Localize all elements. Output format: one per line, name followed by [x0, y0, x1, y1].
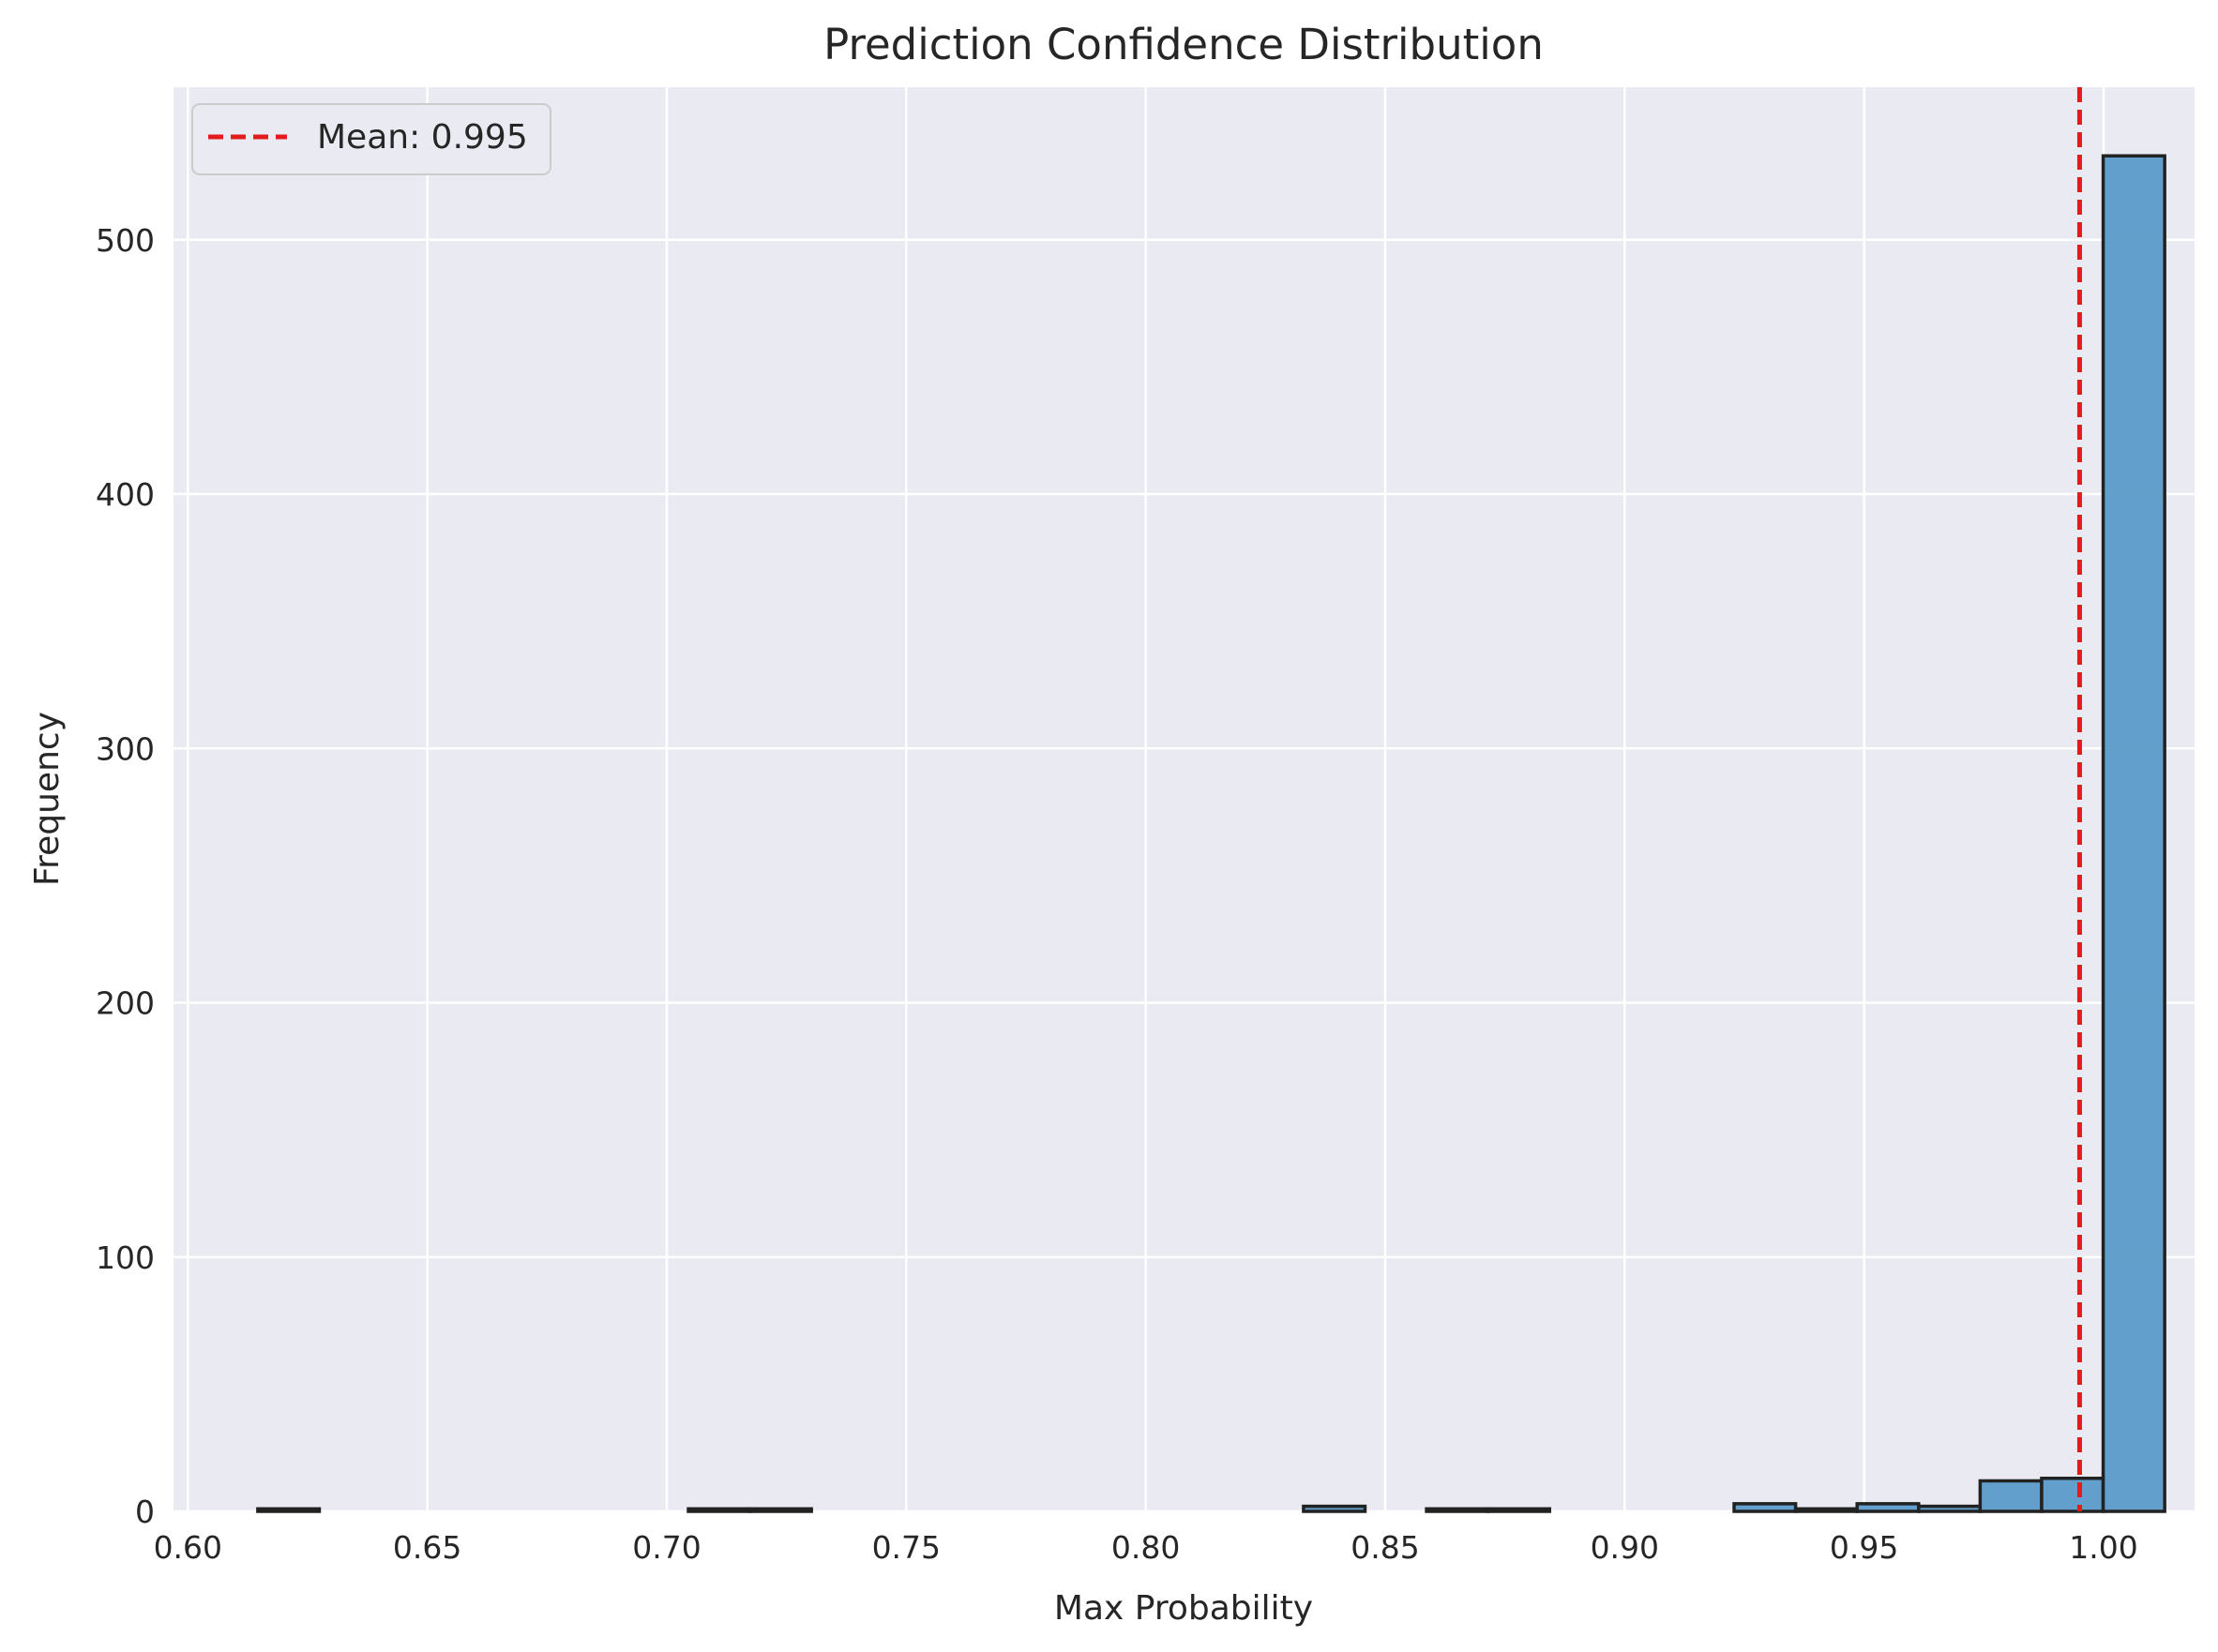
x-tick-label: 0.90 — [1591, 1529, 1659, 1566]
y-tick-label: 200 — [96, 985, 155, 1022]
y-tick-label: 100 — [96, 1239, 155, 1276]
histogram-bar — [2040, 1476, 2105, 1513]
histogram-bar — [1425, 1507, 1490, 1513]
histogram-bar — [1793, 1507, 1859, 1513]
gridlines — [174, 87, 2195, 1513]
y-tick-label: 400 — [96, 476, 155, 513]
x-tick-label: 0.75 — [872, 1529, 941, 1566]
y-tick-label: 300 — [96, 730, 155, 767]
x-tick-labels: 0.60 0.65 0.70 0.75 0.80 0.85 0.90 0.95 1.00 — [154, 1529, 2138, 1566]
y-tick-label: 0 — [135, 1494, 155, 1530]
y-axis-label: Frequency — [28, 712, 67, 886]
x-tick-label: 0.60 — [154, 1529, 222, 1566]
y-tick-labels: 0 100 200 300 400 500 — [96, 222, 155, 1530]
x-tick-label: 0.70 — [632, 1529, 701, 1566]
histogram-bar — [1486, 1507, 1552, 1513]
x-tick-label: 0.65 — [393, 1529, 461, 1566]
legend-mean-label: Mean: 0.995 — [317, 118, 528, 157]
x-tick-label: 0.85 — [1350, 1529, 1419, 1566]
histogram-bar — [1302, 1504, 1367, 1513]
x-tick-label: 1.00 — [2069, 1529, 2137, 1566]
histogram-bar — [2101, 154, 2166, 1513]
x-tick-label: 0.95 — [1830, 1529, 1898, 1566]
histogram-bar — [1917, 1504, 1983, 1513]
histogram-bar — [256, 1507, 322, 1513]
x-tick-label: 0.80 — [1111, 1529, 1180, 1566]
chart-title: Prediction Confidence Distribution — [823, 20, 1544, 69]
legend: Mean: 0.995 — [191, 103, 551, 175]
x-axis-label: Max Probability — [1054, 1589, 1313, 1628]
y-tick-label: 500 — [96, 222, 155, 259]
legend-box — [191, 103, 551, 175]
histogram-bar — [747, 1507, 813, 1513]
histogram-bar — [1978, 1479, 2044, 1513]
histogram-bar — [1855, 1502, 1921, 1513]
bars — [256, 154, 2166, 1513]
plot-background — [174, 87, 2195, 1511]
histogram-bar — [687, 1507, 752, 1513]
histogram-bar — [1732, 1502, 1798, 1513]
